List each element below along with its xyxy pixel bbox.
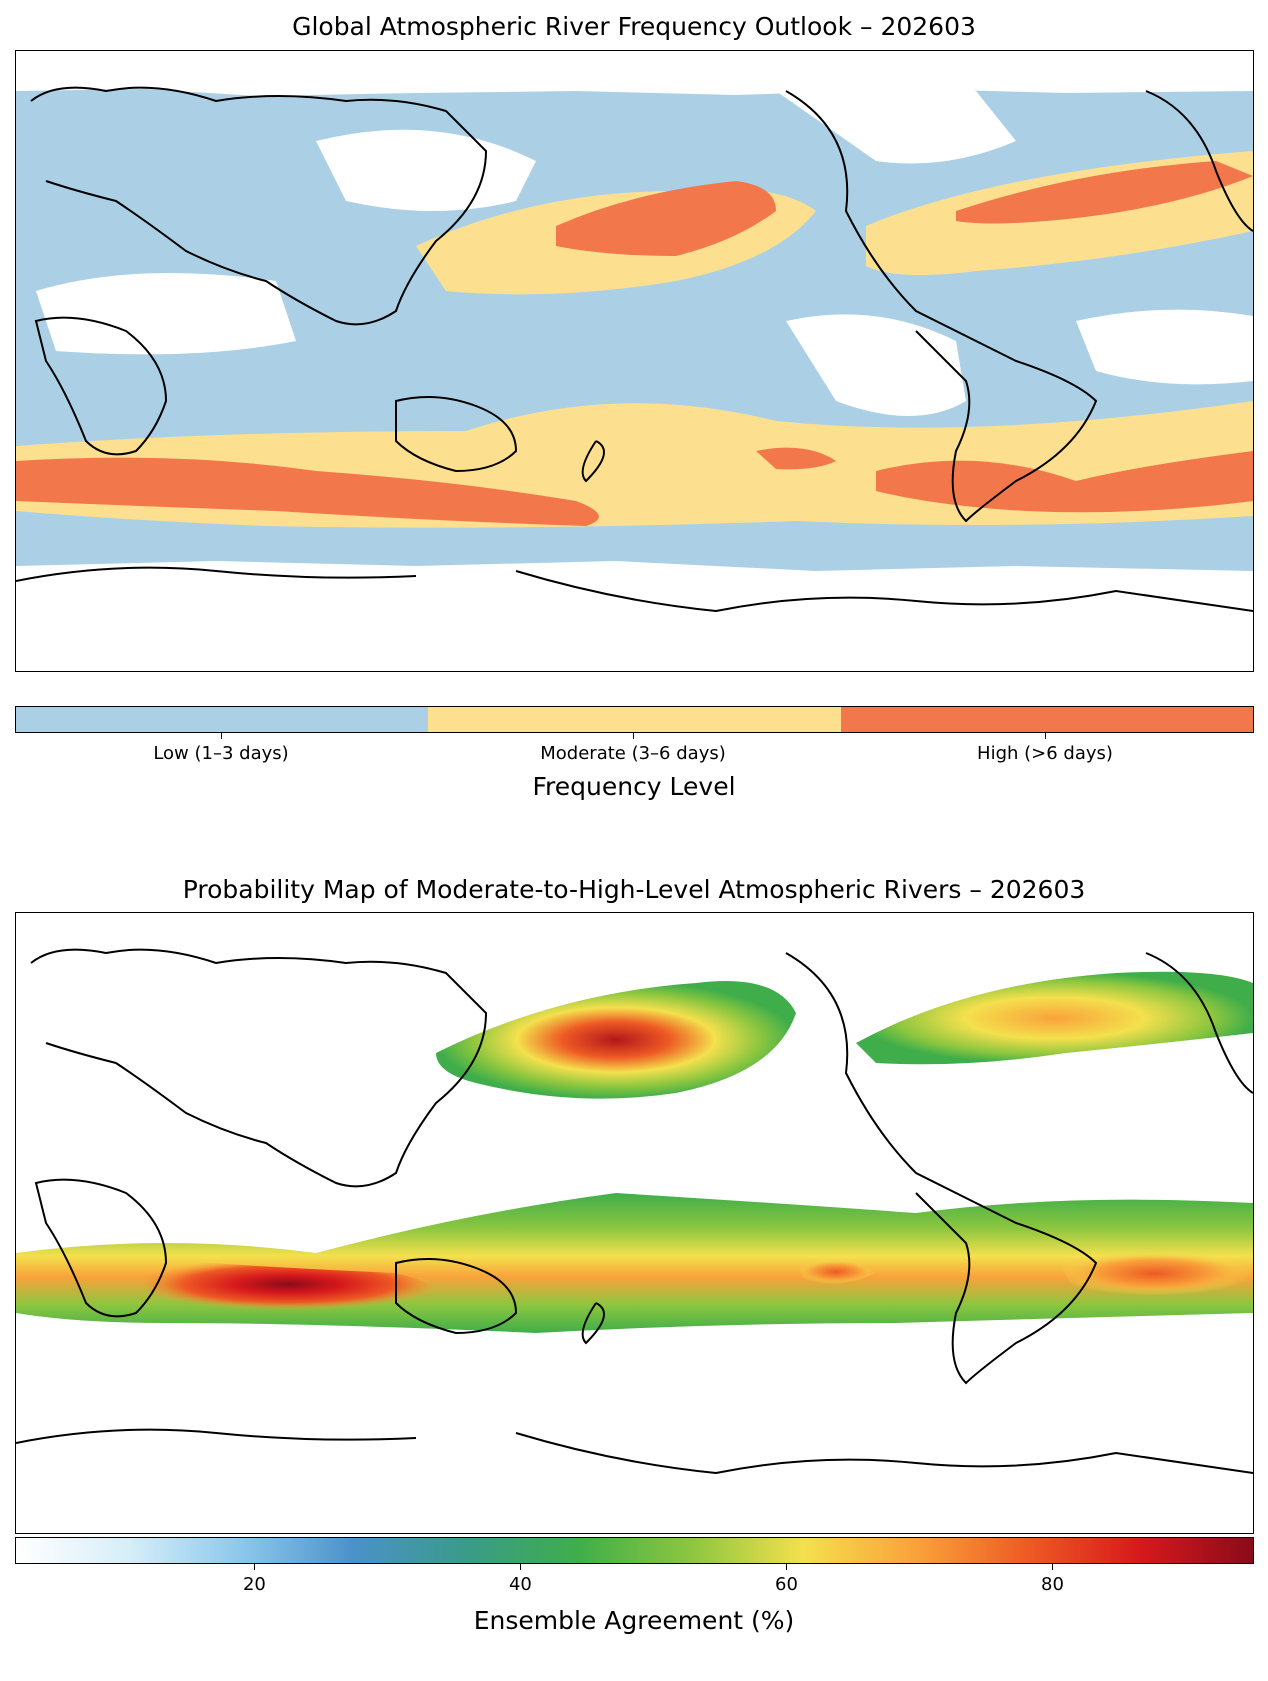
bottom-map-title: Probability Map of Moderate-to-High-Leve…	[182, 875, 1086, 904]
probability-map-svg	[16, 948, 1253, 1475]
colorbar-tick	[1052, 1564, 1054, 1570]
colorbar-tick-label: 40	[508, 1574, 532, 1595]
agreement-colorbar-title: Ensemble Agreement (%)	[473, 1606, 795, 1635]
colorbar-tick	[520, 1564, 522, 1570]
agreement-colorbar	[15, 1537, 1254, 1564]
legend-label-moderate: Moderate (3–6 days)	[540, 743, 726, 764]
legend-tick-moderate	[633, 733, 634, 739]
low-gap-sahara	[36, 273, 296, 355]
prob-southern-indian-peak	[136, 1258, 441, 1311]
colorbar-tick	[254, 1564, 256, 1570]
legend-label-high: High (>6 days)	[977, 743, 1113, 764]
legend-tick-low	[221, 733, 222, 739]
low-gap-arctic	[776, 81, 1016, 164]
prob-south-atlantic-peak	[1056, 1251, 1253, 1296]
high-band-north-pacific	[556, 181, 776, 256]
legend-swatch-moderate	[428, 707, 841, 732]
frequency-map-svg	[16, 81, 1253, 613]
frequency-legend-title: Frequency Level	[532, 772, 736, 801]
low-gap-east-pacific	[786, 314, 966, 416]
legend-label-low: Low (1–3 days)	[153, 743, 289, 764]
frequency-legend-bar	[15, 706, 1254, 733]
high-band-north-atlantic	[956, 161, 1253, 224]
legend-swatch-high	[840, 707, 1253, 732]
frequency-map[interactable]	[15, 50, 1254, 672]
colorbar-tick-label: 60	[775, 1574, 798, 1595]
prob-north-atlantic	[856, 971, 1253, 1065]
legend-tick-high	[1045, 733, 1046, 739]
legend-swatch-low	[16, 707, 429, 732]
coastlines	[16, 948, 1253, 1475]
colorbar-tick	[786, 1564, 788, 1570]
top-map-title: Global Atmospheric River Frequency Outlo…	[292, 12, 976, 41]
low-gap-south-atlantic	[1076, 309, 1253, 385]
prob-south-pacific-peak	[796, 1259, 876, 1285]
probability-map[interactable]	[15, 912, 1254, 1534]
colorbar-tick-label: 20	[242, 1574, 266, 1595]
high-band-southern-indian	[16, 457, 599, 526]
colorbar-tick-label: 80	[1041, 1574, 1064, 1595]
high-band-south-pacific	[756, 447, 836, 470]
high-band-south-atlantic	[876, 451, 1253, 513]
prob-north-pacific	[436, 981, 796, 1099]
coastlines	[16, 86, 1253, 613]
low-gap-north-asia	[316, 129, 536, 211]
